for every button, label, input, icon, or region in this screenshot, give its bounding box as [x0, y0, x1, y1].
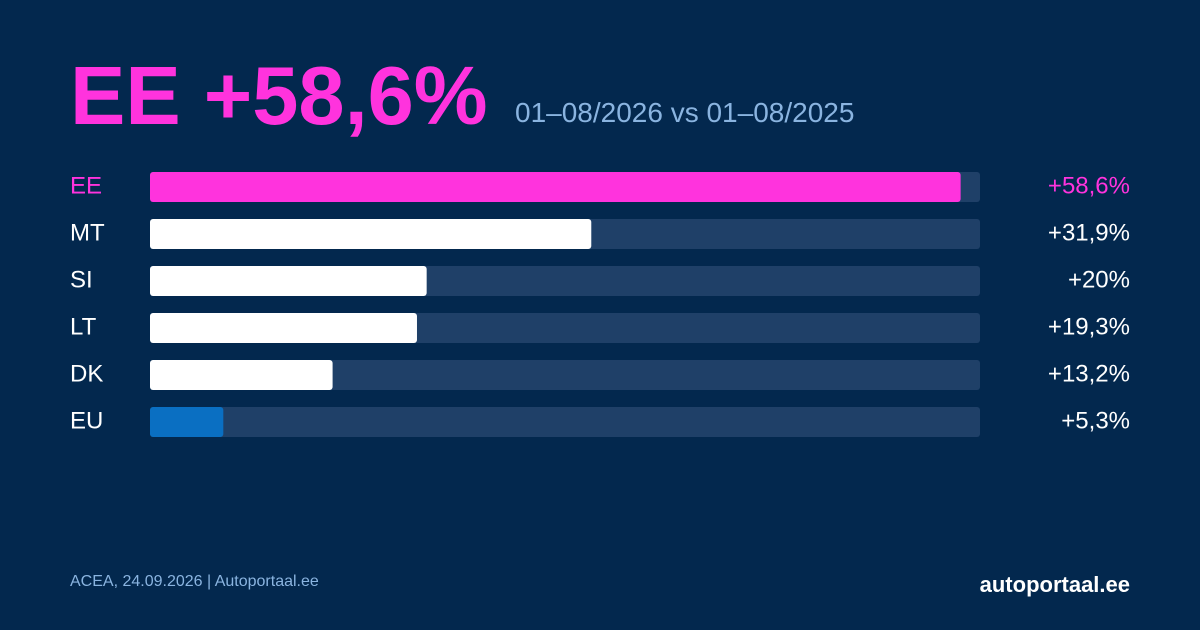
value-label: +31,9%	[1048, 219, 1130, 246]
category-label: LT	[70, 313, 97, 340]
category-label: EU	[70, 407, 103, 434]
category-label: MT	[70, 219, 105, 246]
bar	[150, 219, 592, 249]
value-label: +19,3%	[1048, 313, 1130, 340]
source: ACEA, 24.09.2026 | Autoportaal.ee	[70, 573, 319, 590]
value-label: +58,6%	[1048, 172, 1130, 199]
brand: autoportaal.ee	[980, 572, 1130, 597]
value-label: +20%	[1068, 266, 1130, 293]
category-label: SI	[70, 266, 93, 293]
category-label: EE	[70, 172, 102, 199]
chart-subtitle: 01–08/2026 vs 01–08/2025	[515, 97, 854, 128]
bar	[150, 360, 333, 390]
category-label: DK	[70, 360, 103, 387]
bar	[150, 313, 417, 343]
bar	[150, 172, 961, 202]
value-label: +13,2%	[1048, 360, 1130, 387]
bar-track	[150, 360, 980, 390]
value-label: +5,3%	[1061, 407, 1130, 434]
bar	[150, 407, 224, 437]
bar-track	[150, 407, 980, 437]
chart-title: EE +58,6%	[70, 49, 488, 142]
bar	[150, 266, 427, 296]
